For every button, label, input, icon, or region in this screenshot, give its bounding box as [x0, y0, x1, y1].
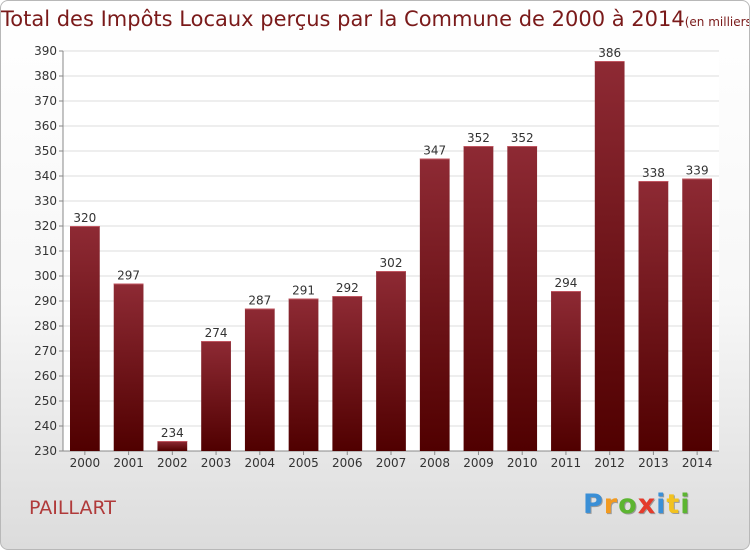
y-tick-label: 360 [34, 119, 57, 133]
data-labels: 320 297 234 274 287 291 292 302 347 352 352 294 386 3… [73, 46, 708, 440]
x-tick-label-2006: 2006 [332, 456, 363, 470]
commune-name: PAILLART [29, 497, 116, 519]
x-tick-label-2003: 2003 [201, 456, 232, 470]
y-tick-label: 330 [34, 194, 57, 208]
logo-letter: t [666, 489, 681, 520]
y-tick-label: 250 [34, 394, 57, 408]
data-label-2006: 292 [336, 281, 359, 295]
data-label-2002: 234 [161, 426, 184, 440]
x-tick-label-2012: 2012 [594, 456, 625, 470]
x-tick-label-2014: 2014 [682, 456, 713, 470]
bar-2005 [288, 298, 319, 451]
x-tick-label-2001: 2001 [113, 456, 144, 470]
y-tick-label: 320 [34, 219, 57, 233]
x-tick-label-2009: 2009 [463, 456, 494, 470]
chart-title-unit: (en milliers d'€) [684, 15, 750, 29]
bar-2002 [157, 441, 188, 451]
y-tick-label: 280 [34, 319, 57, 333]
x-tick-label-2002: 2002 [157, 456, 188, 470]
x-tick-label-2005: 2005 [288, 456, 319, 470]
data-label-2011: 294 [554, 276, 577, 290]
logo-letter: i [656, 489, 667, 520]
y-tick-label: 380 [34, 69, 57, 83]
data-label-2008: 347 [423, 144, 446, 158]
bar-2009 [463, 146, 494, 451]
x-tick-label-2000: 2000 [70, 456, 101, 470]
data-label-2003: 274 [205, 326, 228, 340]
x-tick-label-2013: 2013 [638, 456, 669, 470]
bar-2008 [419, 158, 450, 451]
y-tick-label: 290 [34, 294, 57, 308]
chart-title: Total des Impôts Locaux perçus par la Co… [1, 7, 750, 31]
y-tick-label: 350 [34, 144, 57, 158]
bars [69, 61, 713, 451]
bar-2014 [682, 178, 713, 451]
logo-letter: i [680, 489, 691, 520]
logo-letter: o [618, 489, 638, 520]
proxiti-logo: Proxiti [583, 489, 691, 520]
logo-letter: r [603, 489, 619, 520]
bar-2000 [69, 226, 100, 451]
data-label-2007: 302 [380, 256, 403, 270]
x-tick-label-2007: 2007 [376, 456, 407, 470]
chart-title-main: Total des Impôts Locaux perçus par la Co… [1, 7, 685, 31]
y-tick-label: 310 [34, 244, 57, 258]
x-axis-tick-labels: 2000 2001 2002 2003 2004 2005 2006 2007 2008 2009… [70, 456, 713, 470]
data-label-2014: 339 [686, 164, 709, 178]
bar-2001 [113, 283, 144, 451]
x-tick-label-2010: 2010 [507, 456, 538, 470]
data-label-2012: 386 [598, 46, 621, 60]
y-tick-label: 240 [34, 419, 57, 433]
data-label-2004: 287 [248, 294, 271, 308]
y-tick-label: 300 [34, 269, 57, 283]
y-tick-label: 230 [34, 444, 57, 458]
y-tick-label: 390 [34, 44, 57, 58]
y-tick-label: 270 [34, 344, 57, 358]
x-tick-label-2004: 2004 [245, 456, 276, 470]
y-tick-label: 260 [34, 369, 57, 383]
data-label-2005: 291 [292, 284, 315, 298]
y-tick-label: 340 [34, 169, 57, 183]
y-axis-tick-labels: 230 240 250 260 270 280 290 300 310 320 330 340 350 3… [34, 44, 57, 458]
bar-2007 [376, 271, 406, 451]
bar-2010 [507, 146, 538, 451]
bar-2003 [201, 341, 231, 451]
data-label-2009: 352 [467, 131, 490, 145]
data-label-2001: 297 [117, 269, 140, 283]
bar-2006 [332, 296, 363, 451]
bar-2012 [594, 61, 625, 451]
x-tick-label-2011: 2011 [551, 456, 582, 470]
data-label-2000: 320 [73, 211, 96, 225]
y-tick-label: 370 [34, 94, 57, 108]
x-tick-label-2008: 2008 [419, 456, 450, 470]
data-label-2013: 338 [642, 166, 665, 180]
bar-2004 [244, 308, 275, 451]
logo-letter: x [637, 489, 657, 520]
logo-letter: P [583, 489, 604, 520]
data-label-2010: 352 [511, 131, 534, 145]
bar-2011 [551, 291, 581, 451]
bar-2013 [638, 181, 669, 451]
